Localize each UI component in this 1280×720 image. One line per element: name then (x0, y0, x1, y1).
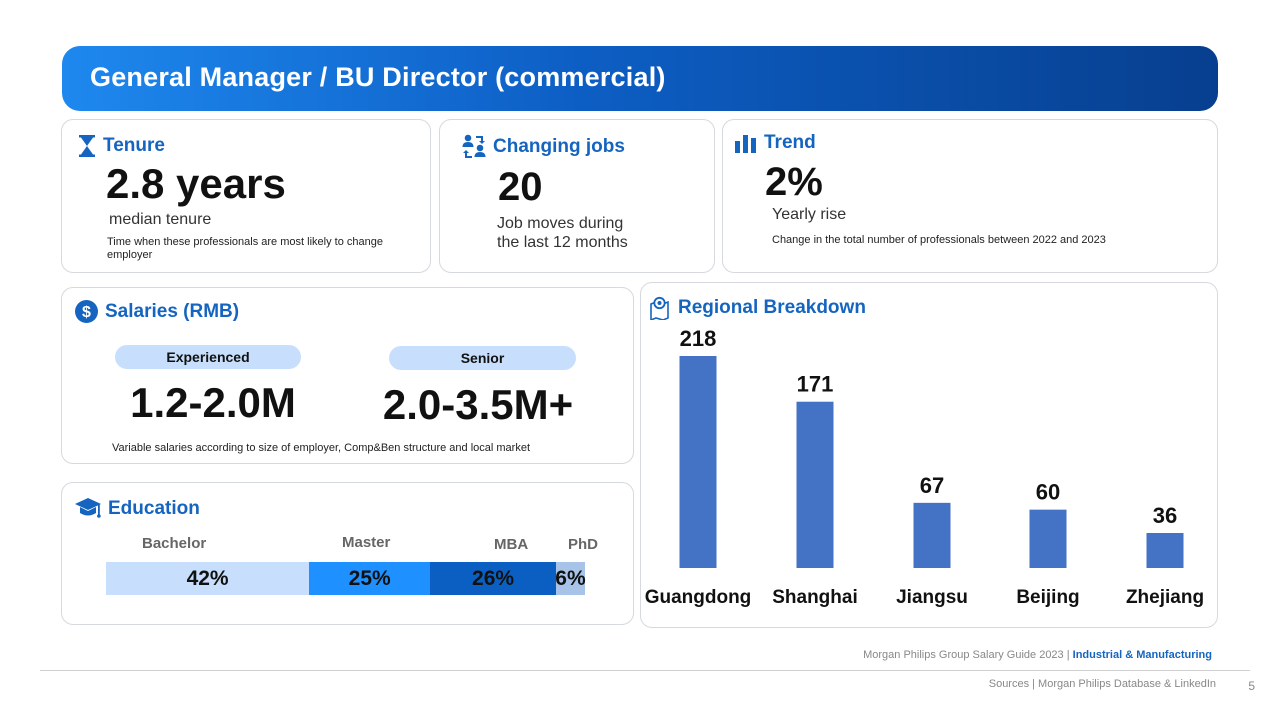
edu-label-mba: MBA (494, 536, 529, 553)
dollar-icon: $ (75, 300, 98, 323)
value-label-zhejiang: 36 (1153, 503, 1177, 528)
jobs-subtitle-line2: the last 12 months (497, 234, 628, 251)
edu-label-phd: PhD (568, 536, 598, 553)
regional-title: Regional Breakdown (648, 296, 866, 320)
senior-pill: Senior (389, 346, 576, 370)
education-title-label: Education (108, 498, 200, 519)
edu-segment-phd: 6% (555, 562, 586, 595)
trend-title-label: Trend (764, 132, 816, 153)
tenure-note: Time when these professionals are most l… (107, 236, 383, 261)
trend-title: Trend (735, 132, 816, 154)
trend-note: Change in the total number of profession… (772, 234, 1106, 246)
regional-card (640, 282, 1218, 628)
category-label-guangdong: Guangdong (645, 587, 752, 608)
category-label-jiangsu: Jiangsu (896, 587, 968, 608)
regional-title-label: Regional Breakdown (678, 297, 866, 318)
regional-bar-chart: 218 Guangdong 171 Shanghai 67 Jiangsu 60 Beijin… (645, 326, 1204, 608)
trend-value: 2% (765, 160, 823, 204)
jobs-subtitle-line1: Job moves during (497, 215, 624, 232)
jobs-card (439, 119, 715, 273)
footer-sources: Sources | Morgan Philips Database & Link… (988, 678, 1216, 690)
jobs-title: Changing jobs (462, 134, 625, 160)
education-title: Education (75, 497, 200, 521)
footer-divider (40, 670, 1250, 671)
hourglass-icon (79, 135, 95, 157)
edu-segment-master: 25% (309, 562, 431, 595)
footer-guide: Morgan Philips Group Salary Guide 2023 |… (863, 649, 1212, 661)
salaries-note: Variable salaries according to size of e… (112, 442, 530, 454)
category-label-shanghai: Shanghai (772, 587, 858, 608)
tenure-card (61, 119, 431, 273)
education-card (61, 482, 634, 625)
salaries-card (61, 287, 634, 464)
bar-jiangsu (913, 502, 951, 568)
category-label-zhejiang: Zhejiang (1126, 587, 1204, 608)
tenure-title: Tenure (78, 135, 165, 157)
senior-salary: 2.0-3.5M+ (382, 381, 574, 428)
footer-sector: Industrial & Manufacturing (1072, 649, 1212, 661)
map-pin-icon (650, 296, 669, 320)
bar-zhejiang (1146, 532, 1184, 568)
experienced-pill: Experienced (115, 345, 301, 369)
page-number: 5 (1248, 679, 1255, 693)
tenure-title-label: Tenure (103, 135, 165, 156)
bar-chart-icon (735, 135, 756, 153)
trend-card (722, 119, 1218, 273)
category-label-beijing: Beijing (1016, 587, 1079, 608)
salaries-title-label: Salaries (RMB) (105, 300, 240, 322)
bar-guangdong (679, 356, 717, 568)
tenure-value: 2.8 years (106, 160, 286, 207)
graduation-cap-icon (75, 498, 101, 518)
page-title: General Manager / BU Director (commercia… (90, 62, 666, 92)
experienced-salary: 1.2-2.0M (130, 379, 296, 426)
jobs-title-label: Changing jobs (493, 136, 625, 157)
edu-segment-bachelor: 42% (106, 562, 310, 595)
exchange-people-icon (462, 134, 486, 158)
footer-guide-text: Morgan Philips Group Salary Guide 2023 | (863, 649, 1070, 661)
trend-subtitle: Yearly rise (772, 206, 847, 223)
value-label-guangdong: 218 (680, 326, 717, 351)
edu-label-bachelor: Bachelor (142, 535, 207, 552)
bar-beijing (1029, 509, 1067, 568)
edu-segment-mba: 26% (430, 562, 556, 595)
salaries-title: $ Salaries (RMB) (75, 300, 239, 323)
svg-text:$: $ (82, 304, 91, 321)
tenure-subtitle: median tenure (109, 211, 212, 228)
page-header: General Manager / BU Director (commercia… (62, 46, 1218, 111)
jobs-value: 20 (498, 165, 543, 209)
value-label-jiangsu: 67 (920, 473, 944, 498)
edu-label-master: Master (342, 534, 391, 551)
value-label-beijing: 60 (1036, 480, 1060, 505)
value-label-shanghai: 171 (797, 372, 834, 397)
bar-shanghai (796, 401, 834, 568)
